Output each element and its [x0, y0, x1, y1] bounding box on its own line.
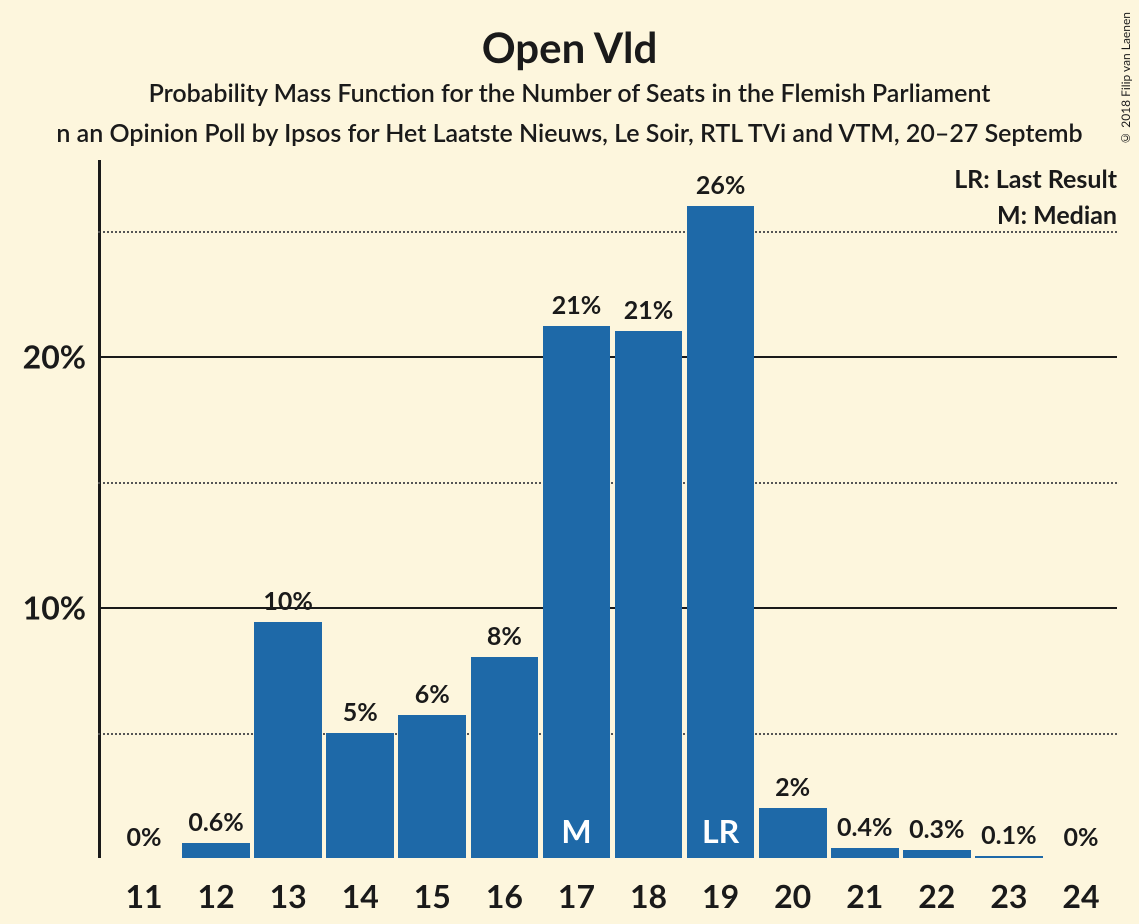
- bar-value-label: 21%: [552, 290, 602, 320]
- x-tick-label: 24: [1062, 876, 1099, 915]
- bar-value-label: 2%: [775, 772, 810, 802]
- bar: 2%: [759, 808, 827, 858]
- bar-value-label: 0%: [127, 822, 162, 852]
- x-tick-label: 11: [125, 876, 162, 915]
- bar-value-label: 6%: [415, 679, 450, 709]
- x-tick-label: 13: [270, 876, 307, 915]
- bar-value-label: 8%: [487, 621, 522, 651]
- bar: 0.1%: [975, 856, 1043, 859]
- bar-value-label: 5%: [343, 697, 378, 727]
- x-tick-label: 15: [414, 876, 451, 915]
- bar-value-label: 21%: [624, 295, 674, 325]
- bar: 0.4%: [831, 848, 899, 858]
- x-tick-label: 16: [486, 876, 523, 915]
- last-result-mark: LR: [702, 811, 739, 850]
- bar: 10%: [254, 622, 322, 858]
- bar-value-label: 0.1%: [981, 820, 1036, 850]
- x-tick-label: 23: [990, 876, 1027, 915]
- bar: 8%: [471, 657, 539, 858]
- x-tick-label: 22: [918, 876, 955, 915]
- x-tick-label: 12: [198, 876, 235, 915]
- bar: 26%LR: [687, 206, 755, 858]
- x-tick-label: 19: [702, 876, 739, 915]
- bar-value-label: 10%: [263, 586, 313, 616]
- y-tick-label: 20%: [23, 337, 86, 376]
- bar-value-label: 0%: [1063, 822, 1098, 852]
- chart-subtitle-1: Probability Mass Function for the Number…: [0, 78, 1139, 108]
- x-tick-label: 21: [846, 876, 883, 915]
- legend-last-result: LR: Last Result: [954, 164, 1117, 194]
- x-tick-label: 20: [774, 876, 811, 915]
- x-tick-label: 14: [342, 876, 379, 915]
- bar: 21%: [615, 331, 683, 858]
- bar-value-label: 26%: [696, 170, 746, 200]
- bar: 21%M: [543, 326, 611, 858]
- x-tick-label: 18: [630, 876, 667, 915]
- y-axis: [98, 160, 101, 858]
- y-tick-label: 10%: [23, 588, 86, 627]
- bar-value-label: 0.4%: [837, 812, 892, 842]
- x-tick-label: 17: [558, 876, 595, 915]
- bar: 6%: [398, 715, 466, 858]
- chart-subtitle-2: n an Opinion Poll by Ipsos for Het Laats…: [0, 118, 1139, 148]
- legend-median: M: Median: [997, 200, 1117, 230]
- bar-value-label: 0.6%: [188, 807, 243, 837]
- median-mark: M: [561, 811, 591, 850]
- bar: 0.3%: [903, 850, 971, 858]
- bar-value-label: 0.3%: [909, 814, 964, 844]
- bar: 0.6%: [182, 843, 250, 858]
- gridline-minor: [98, 231, 1117, 233]
- bar: 5%: [326, 733, 394, 858]
- plot-area: LR: Last Result M: Median 10%20%0%110.6%…: [98, 168, 1117, 858]
- chart-title: Open Vld: [0, 22, 1139, 72]
